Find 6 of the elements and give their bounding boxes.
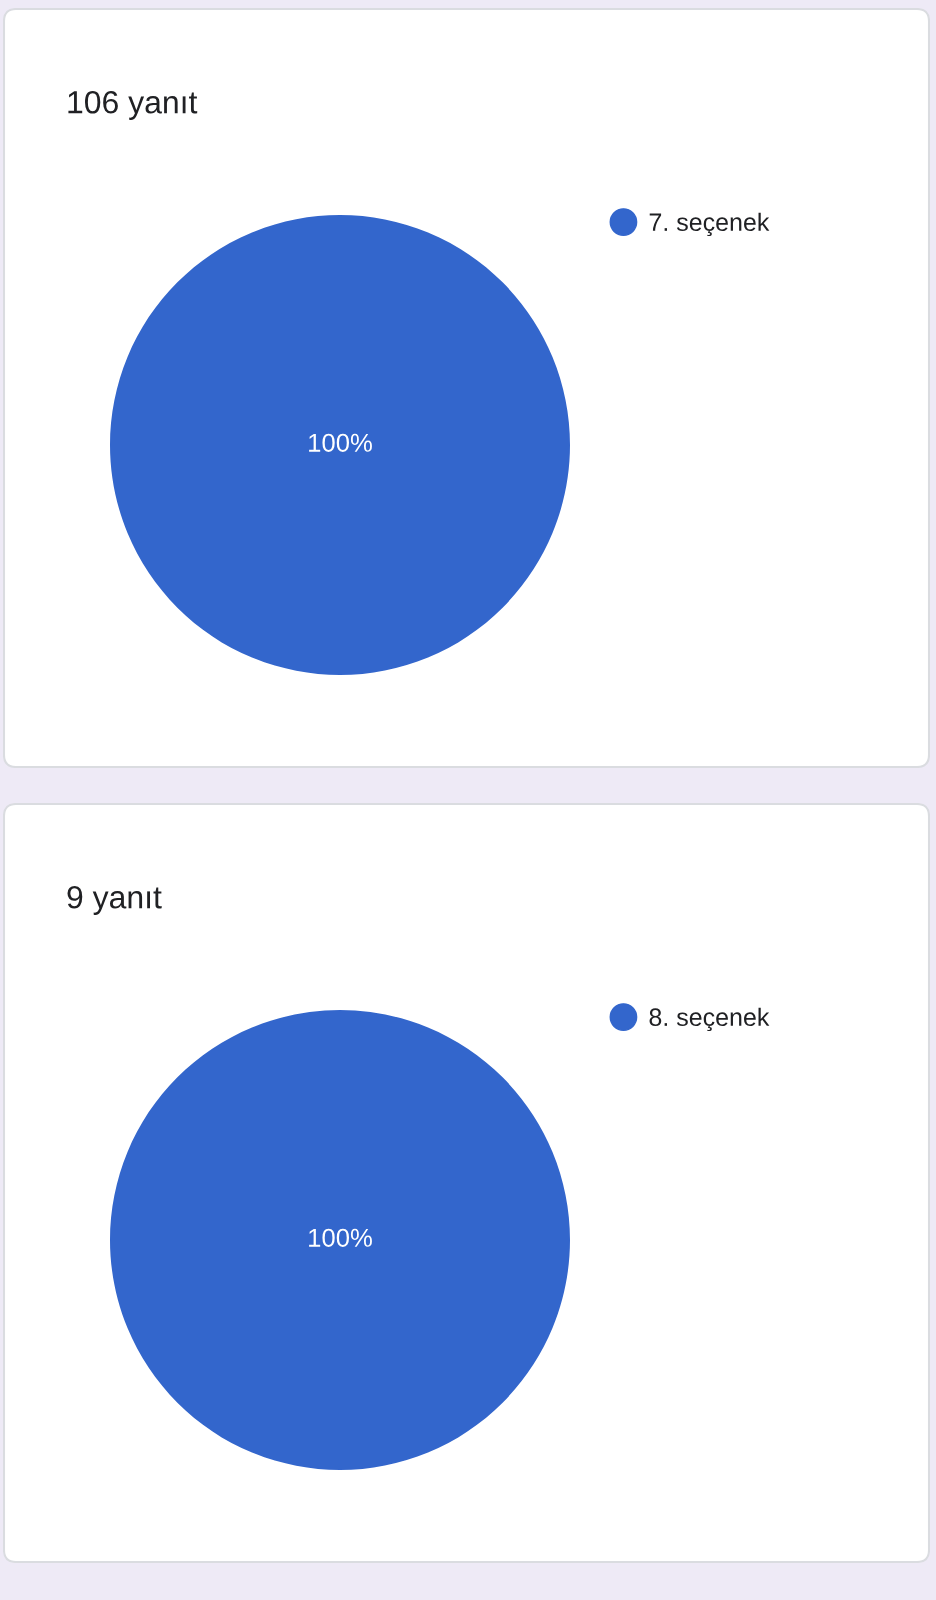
data-label: 100%	[309, 1228, 372, 1247]
legend-label: 8. seçenek	[649, 1007, 770, 1032]
chart-title: 9 yanıt	[67, 885, 162, 915]
legend-label: 7. seçenek	[649, 212, 770, 237]
chart-title: 106 yanıt	[68, 90, 198, 120]
data-label: 100%	[309, 433, 372, 452]
